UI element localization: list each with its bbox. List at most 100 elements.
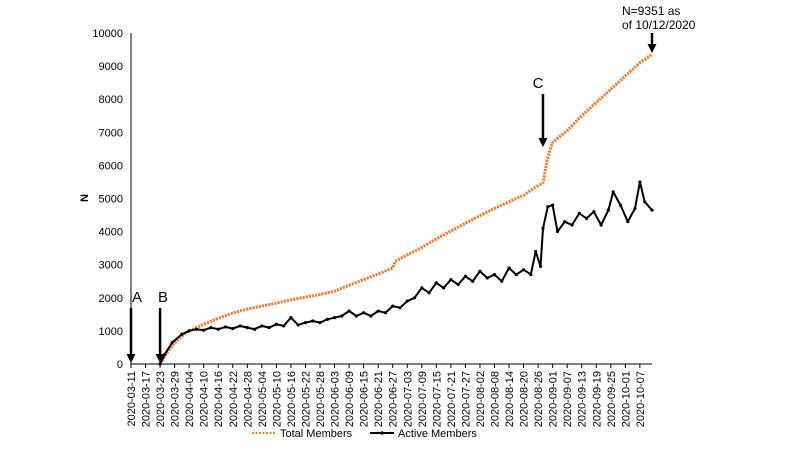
- data-point-active-members: [267, 325, 271, 330]
- data-point-active-members: [551, 203, 555, 207]
- y-tick-label: 1000: [99, 326, 123, 338]
- series-line-active-members: [159, 180, 653, 365]
- data-point-active-members: [238, 324, 242, 328]
- data-point-active-members: [434, 281, 438, 285]
- data-point-active-members: [606, 208, 610, 212]
- y-tick-label: 8000: [99, 94, 123, 106]
- x-tick-label: 2020-06-15: [359, 371, 371, 427]
- arrow-end-note-head: [647, 44, 657, 53]
- data-point-active-members: [245, 325, 249, 330]
- annotations: A B C: [126, 33, 657, 363]
- x-tick-label: 2020-04-10: [199, 371, 211, 427]
- data-point-active-members: [170, 340, 174, 345]
- data-point-active-members: [223, 325, 228, 329]
- data-point-active-members: [383, 311, 388, 315]
- end-note-line-1: N=9351 as: [622, 4, 680, 18]
- data-point-active-members: [611, 190, 615, 194]
- x-tick-label: 2020-04-04: [184, 371, 196, 427]
- y-tick-label: 6000: [99, 160, 123, 172]
- data-point-active-members: [391, 304, 395, 308]
- x-tick-label: 2020-08-08: [489, 371, 501, 427]
- data-point-active-members: [626, 220, 630, 224]
- y-axis-title: N: [79, 194, 91, 202]
- arrow-c-head: [538, 138, 548, 147]
- x-tick-label: 2020-10-01: [620, 371, 632, 427]
- data-point-active-members: [471, 279, 475, 283]
- data-point-active-members: [405, 299, 409, 303]
- data-point-active-members: [449, 277, 453, 282]
- x-tick-label: 2020-09-25: [606, 371, 618, 427]
- data-point-active-members: [354, 314, 358, 318]
- y-tick-label: 9000: [99, 61, 123, 73]
- x-tick-label: 2020-05-10: [271, 371, 283, 427]
- x-tick-label: 2020-04-28: [242, 371, 254, 427]
- x-tick-label: 2020-04-22: [228, 371, 240, 427]
- data-point-active-members: [541, 226, 545, 230]
- x-tick-label: 2020-05-16: [286, 371, 298, 427]
- data-point-active-members: [529, 273, 533, 277]
- x-tick-label: 2020-03-17: [141, 371, 153, 427]
- data-point-active-members: [340, 314, 344, 318]
- x-tick-label: 2020-06-27: [388, 371, 400, 427]
- x-tick-label: 2020-08-26: [533, 371, 545, 427]
- annotation-label-b: B: [158, 289, 168, 306]
- y-tick-label: 0: [117, 359, 123, 371]
- data-point-active-members: [555, 230, 560, 234]
- data-point-active-members: [546, 205, 550, 209]
- x-tick-label: 2020-10-07: [635, 371, 647, 427]
- data-point-active-members: [252, 327, 257, 331]
- data-point-active-members: [584, 216, 589, 220]
- data-point-active-members: [194, 327, 199, 331]
- data-point-active-members: [260, 324, 264, 328]
- data-point-active-members: [577, 211, 581, 215]
- annotation-label-c: C: [533, 75, 544, 92]
- series-group: [158, 53, 654, 366]
- end-note-line-2: of 10/12/2020: [622, 18, 696, 32]
- arrow-a-head: [126, 354, 136, 363]
- x-tick-label: 2020-03-11: [126, 371, 138, 426]
- data-point-active-members: [570, 223, 574, 227]
- data-point-active-members: [282, 324, 286, 328]
- annotation-label-a: A: [132, 289, 142, 306]
- data-point-active-members: [187, 329, 191, 333]
- x-tick-label: 2020-07-09: [417, 371, 429, 427]
- y-tick-label: 2000: [99, 293, 123, 305]
- data-point-active-members: [325, 317, 329, 321]
- x-tick-label: 2020-03-29: [170, 371, 182, 427]
- legend: Total Members Active Members: [252, 428, 477, 440]
- data-point-active-members: [521, 268, 526, 272]
- data-point-active-members: [534, 249, 538, 254]
- data-point-active-members: [638, 180, 642, 184]
- x-tick-label: 2020-09-13: [577, 371, 589, 427]
- data-point-active-members: [398, 306, 402, 310]
- data-point-active-members: [180, 332, 184, 336]
- data-point-active-members: [274, 322, 278, 326]
- series-line-total-members: [158, 53, 653, 365]
- y-tick-label: 3000: [99, 260, 123, 272]
- data-point-active-members: [420, 286, 424, 290]
- arrow-b-head: [155, 354, 165, 363]
- x-tick-label: 2020-07-27: [460, 371, 472, 427]
- x-tick-label: 2020-07-21: [446, 371, 458, 427]
- y-tick-label: 7000: [99, 127, 123, 139]
- data-point-active-members: [303, 321, 308, 325]
- x-tick-label: 2020-05-28: [315, 371, 327, 427]
- x-tick-label: 2020-06-09: [344, 371, 356, 427]
- x-tick-label: 2020-07-15: [431, 371, 443, 427]
- data-point-active-members: [592, 210, 596, 214]
- data-point-active-members: [209, 325, 213, 330]
- data-point-active-members: [231, 326, 235, 331]
- y-axis: 0 1000 2000 3000 4000 5000 6000 7000 8000 9000 100…: [92, 28, 132, 371]
- data-point-active-members: [485, 276, 489, 280]
- x-tick-label: 2020-09-01: [548, 371, 560, 427]
- x-tick-label: 2020-06-03: [330, 371, 342, 427]
- data-point-active-members: [599, 223, 603, 227]
- data-point-active-members: [412, 296, 417, 300]
- data-point-active-members: [478, 269, 482, 273]
- data-point-active-members: [618, 203, 623, 207]
- x-tick-label: 2020-09-19: [591, 371, 603, 427]
- data-point-active-members: [296, 323, 300, 327]
- data-point-active-members: [442, 286, 446, 290]
- data-point-active-members: [362, 311, 366, 315]
- data-point-active-members: [332, 316, 337, 320]
